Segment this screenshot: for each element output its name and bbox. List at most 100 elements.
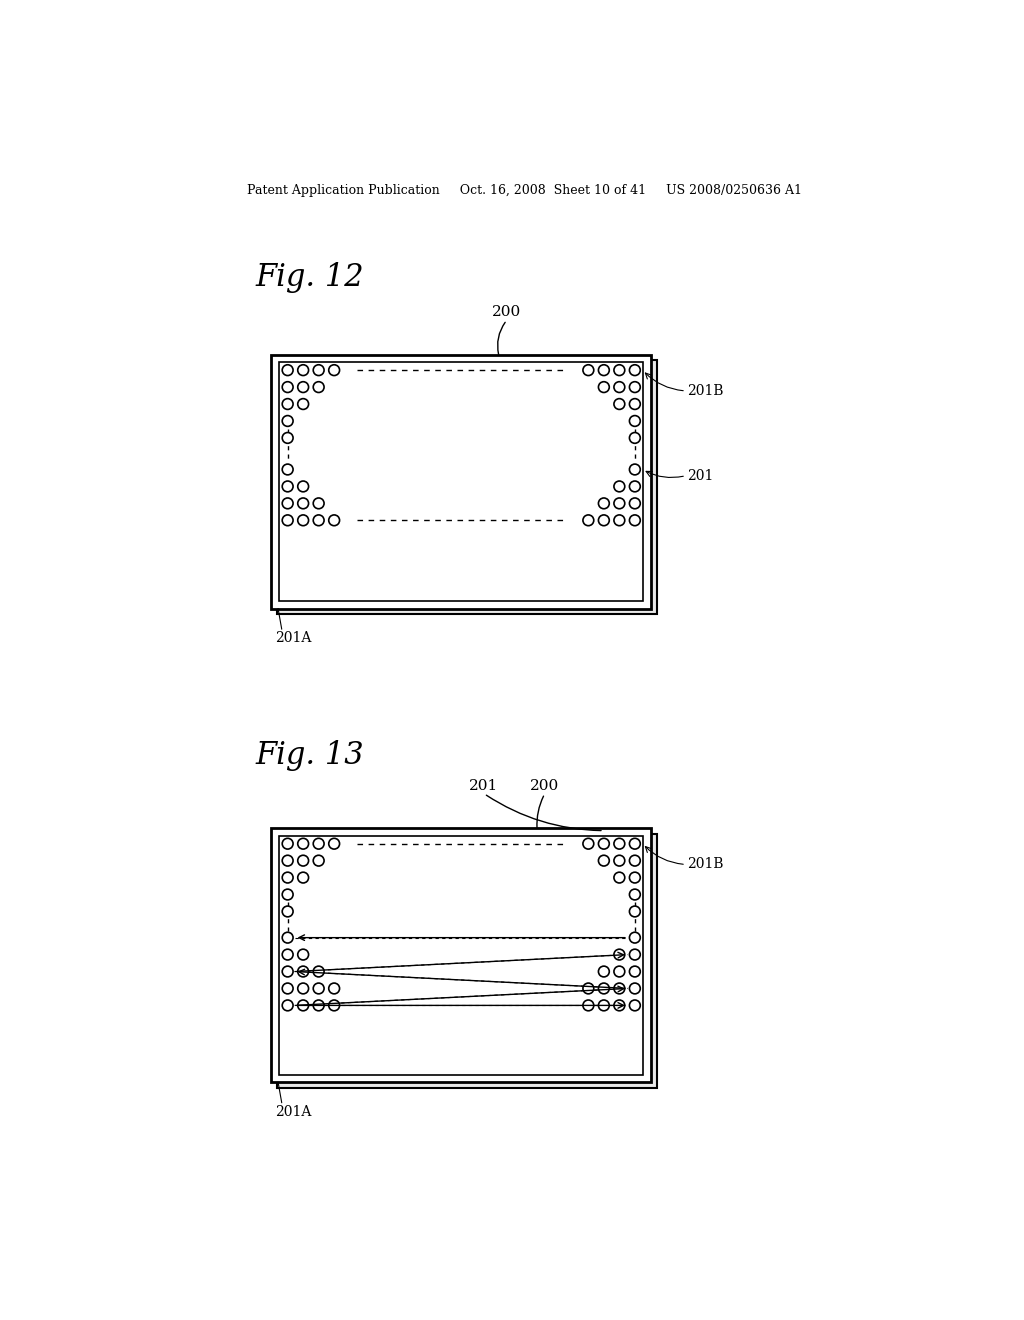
Circle shape [630,381,640,392]
Circle shape [583,515,594,525]
Circle shape [583,838,594,849]
Bar [276,834,656,1088]
Circle shape [329,1001,340,1011]
Circle shape [298,515,308,525]
Circle shape [313,983,324,994]
Circle shape [598,983,609,994]
Circle shape [630,399,640,409]
Text: 201: 201 [469,779,499,793]
Text: Fig. 13: Fig. 13 [256,739,365,771]
Circle shape [283,399,293,409]
Circle shape [583,1001,594,1011]
Circle shape [329,983,340,994]
Circle shape [614,381,625,392]
Circle shape [283,465,293,475]
Circle shape [630,480,640,492]
Circle shape [614,966,625,977]
Circle shape [283,364,293,376]
Circle shape [630,416,640,426]
Circle shape [283,890,293,900]
Circle shape [630,838,640,849]
Circle shape [583,364,594,376]
Circle shape [283,498,293,508]
Circle shape [283,906,293,917]
Circle shape [313,381,324,392]
Text: 201A: 201A [275,631,311,645]
Circle shape [329,515,340,525]
Circle shape [630,515,640,525]
Circle shape [298,838,308,849]
Circle shape [298,381,308,392]
Text: 200: 200 [530,779,559,793]
Circle shape [583,983,594,994]
Text: 201: 201 [687,469,714,483]
Circle shape [598,966,609,977]
Circle shape [313,1001,324,1011]
Circle shape [598,1001,609,1011]
Circle shape [614,364,625,376]
Circle shape [313,515,324,525]
Circle shape [598,381,609,392]
Circle shape [630,983,640,994]
Circle shape [630,1001,640,1011]
Circle shape [630,966,640,977]
Circle shape [630,855,640,866]
Circle shape [283,381,293,392]
Text: 201B: 201B [687,858,724,871]
Circle shape [298,855,308,866]
Circle shape [614,515,625,525]
Circle shape [614,855,625,866]
Bar [271,355,651,609]
Circle shape [283,1001,293,1011]
Circle shape [598,515,609,525]
Circle shape [283,480,293,492]
Circle shape [614,838,625,849]
Bar [271,829,651,1082]
Circle shape [598,498,609,508]
Circle shape [630,364,640,376]
Circle shape [283,932,293,942]
Text: Patent Application Publication     Oct. 16, 2008  Sheet 10 of 41     US 2008/025: Patent Application Publication Oct. 16, … [248,185,802,197]
Circle shape [298,364,308,376]
Circle shape [614,480,625,492]
Circle shape [298,498,308,508]
Circle shape [283,855,293,866]
Circle shape [283,949,293,960]
Circle shape [283,433,293,444]
Circle shape [598,364,609,376]
Text: 200: 200 [493,305,521,319]
Circle shape [283,983,293,994]
Circle shape [298,480,308,492]
Circle shape [298,399,308,409]
Circle shape [598,838,609,849]
Circle shape [298,873,308,883]
Bar [280,836,643,1074]
Circle shape [614,873,625,883]
Circle shape [614,949,625,960]
Circle shape [630,906,640,917]
Circle shape [298,983,308,994]
Circle shape [614,983,625,994]
Circle shape [298,966,308,977]
Circle shape [614,1001,625,1011]
Circle shape [283,838,293,849]
Circle shape [313,838,324,849]
Circle shape [283,515,293,525]
Circle shape [298,1001,308,1011]
Bar [280,363,643,601]
Circle shape [313,364,324,376]
Text: 201B: 201B [687,384,724,397]
Circle shape [630,932,640,942]
Circle shape [313,855,324,866]
Circle shape [283,873,293,883]
Circle shape [630,873,640,883]
Circle shape [614,399,625,409]
Circle shape [630,498,640,508]
Bar [276,360,656,614]
Circle shape [630,465,640,475]
Circle shape [630,433,640,444]
Circle shape [313,498,324,508]
Circle shape [283,416,293,426]
Circle shape [630,949,640,960]
Circle shape [329,838,340,849]
